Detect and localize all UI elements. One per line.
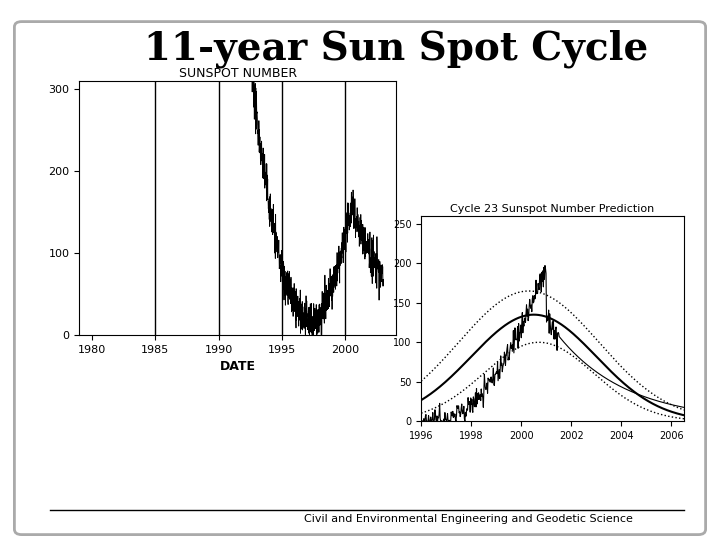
Text: UNIVERSITY: UNIVERSITY — [52, 104, 89, 109]
FancyBboxPatch shape — [14, 22, 706, 535]
Text: 11-year Sun Spot Cycle: 11-year Sun Spot Cycle — [144, 29, 648, 68]
Text: Civil and Environmental Engineering and Geodetic Science: Civil and Environmental Engineering and … — [304, 515, 632, 524]
Title: Cycle 23 Sunspot Number Prediction: Cycle 23 Sunspot Number Prediction — [451, 204, 654, 214]
Title: SUNSPOT NUMBER: SUNSPOT NUMBER — [179, 67, 297, 80]
Text: STATE: STATE — [44, 80, 96, 96]
Text: T  ·  H  ·  E: T · H · E — [53, 47, 88, 52]
Text: OHIO: OHIO — [42, 59, 99, 78]
X-axis label: DATE: DATE — [220, 360, 256, 373]
